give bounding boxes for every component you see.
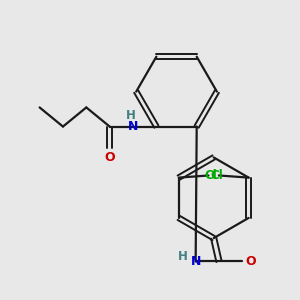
Text: Cl: Cl [211,169,224,182]
Text: N: N [190,255,201,268]
Text: H: H [178,250,188,263]
Text: N: N [128,120,138,133]
Text: H: H [126,110,136,122]
Text: O: O [104,151,115,164]
Text: O: O [245,255,256,268]
Text: Cl: Cl [204,169,217,182]
